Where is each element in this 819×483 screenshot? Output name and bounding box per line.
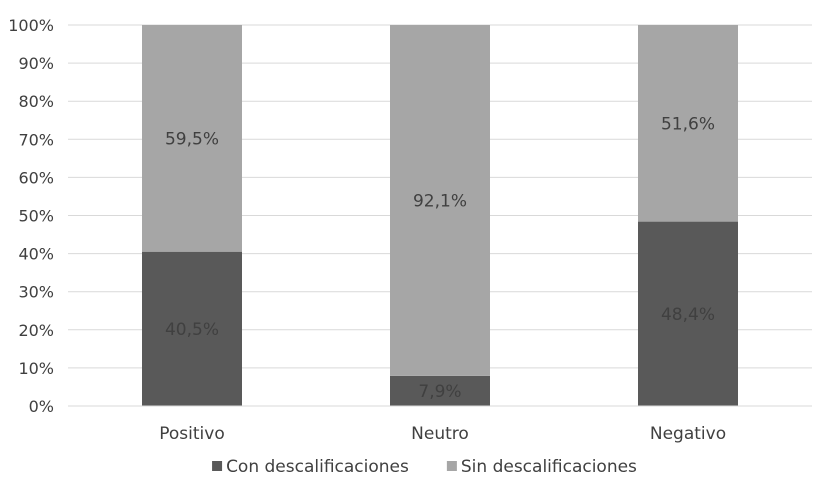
y-tick-label: 100% [8,16,54,35]
data-label: 40,5% [165,320,219,340]
legend-swatch [446,461,457,471]
data-label: 7,9% [418,382,461,402]
y-tick-label: 90% [18,54,54,73]
data-label: 92,1% [413,191,467,211]
y-tick-label: 80% [18,92,54,111]
y-tick-label: 40% [18,245,54,264]
data-label: 48,4% [661,305,715,325]
y-tick-label: 10% [18,359,54,378]
bar-segment [142,25,242,252]
legend-swatch [212,461,223,471]
x-category-label: Negativo [650,424,726,444]
y-axis-ticks: 0% 10% 20% 30% 40% 50% 60% 70% 80% 90% 100% [8,16,54,416]
y-tick-label: 50% [18,207,54,226]
category-labels: Positivo Neutro Negativo [159,424,726,444]
legend: Con descalificaciones Sin descalificacion… [212,457,637,477]
legend-label: Con descalificaciones [226,457,409,477]
y-tick-label: 70% [18,130,54,149]
x-category-label: Positivo [159,424,224,444]
bars: 40,5% 59,5% 7,9% 92,1% 48,4% 51,6% [142,25,738,406]
x-category-label: Neutro [411,424,469,444]
y-tick-label: 30% [18,283,54,302]
legend-item: Con descalificaciones [212,457,409,477]
y-tick-label: 60% [18,168,54,187]
data-label: 51,6% [661,114,715,134]
bar-segment [638,221,738,406]
bar-segment [390,25,490,376]
bar-segment [638,25,738,222]
legend-item: Sin descalificaciones [446,457,637,477]
data-label: 59,5% [165,129,219,149]
legend-label: Sin descalificaciones [461,457,637,477]
bar-segment [142,251,242,406]
y-tick-label: 20% [18,321,54,340]
bar-segment [390,375,490,406]
y-tick-label: 0% [29,397,54,416]
